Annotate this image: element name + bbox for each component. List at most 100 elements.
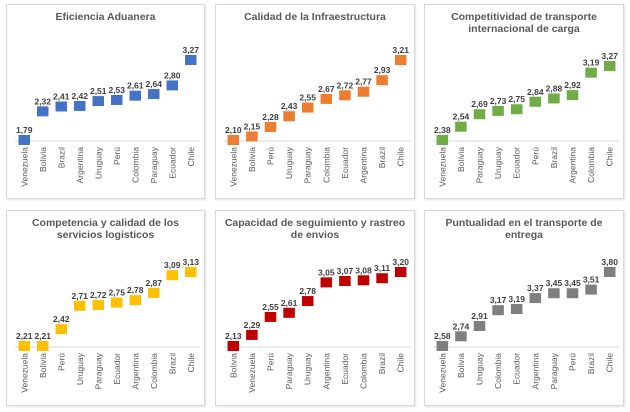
data-label: 3,17 xyxy=(490,295,507,305)
data-label: 3,80 xyxy=(601,257,618,267)
data-label: 2,43 xyxy=(281,101,298,111)
bar-ecuador xyxy=(339,275,351,286)
data-label: 3,05 xyxy=(318,267,335,277)
x-tick-label: Paraguay xyxy=(284,352,294,389)
chart-plot: 2,58 Venezuela 2,74 Bolivia 2,91 Uruguay 3,17 C… xyxy=(433,257,619,393)
chart-title: Capacidad de seguimiento y rastreo de env… xyxy=(216,217,414,241)
x-tick-label: Ecuador xyxy=(512,147,522,179)
data-label: 2,28 xyxy=(262,112,279,122)
data-label: 2,15 xyxy=(244,121,261,131)
x-tick-label: Bolivia xyxy=(456,353,466,378)
chart-title-line: Capacidad de seguimiento y rastreo xyxy=(224,217,406,229)
x-tick-label: Uruguay xyxy=(93,146,103,179)
data-label: 2,77 xyxy=(355,77,372,87)
x-tick-label: Colombia xyxy=(493,353,503,389)
bar-chile xyxy=(394,267,407,277)
x-tick-label: Uruguay xyxy=(493,146,503,179)
bar-bolivia xyxy=(246,131,258,142)
x-tick-label: Ecuador xyxy=(167,147,177,179)
data-label: 2,29 xyxy=(244,320,261,330)
chart-title-line: Eficiencia Aduanera xyxy=(55,11,156,23)
x-tick-label: Ecuador xyxy=(512,353,522,385)
data-label: 2,73 xyxy=(490,96,507,106)
data-label: 2,78 xyxy=(127,285,144,295)
data-label: 2,21 xyxy=(16,331,33,341)
chart-title: Competencia y calidad de los servicios lo… xyxy=(7,217,204,241)
x-tick-label: Chile xyxy=(186,147,196,167)
bar-brazil xyxy=(166,270,178,281)
x-tick-label: Ecuador xyxy=(340,353,350,385)
x-tick-label: Chile xyxy=(396,147,406,167)
chart-title: Puntualidad en el transporte de entrega xyxy=(425,217,623,241)
chart-title-line: servicios logisticos xyxy=(56,229,155,241)
bar-ecuador xyxy=(166,80,178,91)
bar-uruguay xyxy=(74,300,86,311)
x-tick-label: Perú xyxy=(530,147,540,165)
x-tick-label: Paraguay xyxy=(149,146,159,183)
data-label: 2,71 xyxy=(71,291,88,301)
x-tick-label: Ecuador xyxy=(112,353,122,385)
bar-brazil xyxy=(376,75,388,86)
data-label: 3,11 xyxy=(374,263,390,273)
bar-bolivia xyxy=(37,106,49,117)
bar-chile xyxy=(603,61,616,71)
x-tick-label: Chile xyxy=(605,147,615,167)
data-label: 2,51 xyxy=(90,86,107,96)
data-label: 2,75 xyxy=(508,94,525,104)
chart-title: Competitividad de transporte internaciona… xyxy=(425,11,623,35)
data-label: 3,45 xyxy=(564,278,581,288)
bar-chile xyxy=(603,267,616,277)
bar-argentina xyxy=(357,86,370,97)
bar-chile xyxy=(394,55,407,65)
data-label: 2,13 xyxy=(225,331,242,341)
chart-plot: 2,10 Venezuela 2,15 Bolivia 2,28 Perú 2,43 Urug… xyxy=(224,45,410,187)
chart-panel-competencia-y-calidad-de-los-servicios-logisticos: Competencia y calidad de los servicios lo… xyxy=(6,210,205,406)
bar-argentina xyxy=(566,90,579,101)
x-tick-label: Argentina xyxy=(530,353,540,390)
x-tick-label: Venezuela xyxy=(247,353,257,393)
bar-venezuela xyxy=(18,341,30,351)
bar-colombia xyxy=(585,67,597,78)
bar-peru xyxy=(529,96,542,107)
bar-paraguay xyxy=(283,307,295,318)
bar-venezuela xyxy=(18,135,30,145)
x-tick-label: Venezuela xyxy=(437,353,447,393)
bar-paraguay xyxy=(473,109,486,120)
x-tick-label: Colombia xyxy=(359,353,369,389)
data-label: 2,88 xyxy=(546,83,563,93)
bar-uruguay xyxy=(492,105,504,116)
data-label: 2,74 xyxy=(453,321,470,331)
x-tick-label: Bolivia xyxy=(38,147,48,172)
x-tick-label: Perú xyxy=(266,147,276,165)
data-label: 2,55 xyxy=(299,93,316,103)
chart-title: Eficiencia Aduanera xyxy=(7,11,204,23)
data-label: 3,21 xyxy=(392,45,409,55)
bar-venezuela xyxy=(246,329,258,340)
data-label: 2,38 xyxy=(434,125,451,135)
data-label: 2,61 xyxy=(127,81,144,91)
data-label: 2,72 xyxy=(337,80,354,90)
chart-title: Calidad de la Infraestructura xyxy=(216,11,414,23)
data-label: 3,51 xyxy=(583,275,600,285)
x-tick-label: Argentina xyxy=(321,353,331,390)
bar-ecuador xyxy=(339,90,351,101)
bar-bolivia xyxy=(227,341,240,351)
bar-brazil xyxy=(585,284,597,295)
x-tick-label: Colombia xyxy=(321,147,331,183)
x-tick-label: Perú xyxy=(266,353,276,371)
chart-title-line: internacional de carga xyxy=(468,23,580,35)
data-label: 2,42 xyxy=(71,91,88,101)
bar-bolivia xyxy=(37,341,49,351)
data-label: 2,72 xyxy=(90,290,107,300)
bar-venezuela xyxy=(436,341,449,351)
x-tick-label: Argentina xyxy=(359,147,369,184)
chart-plot: 2,13 Bolivia 2,29 Venezuela 2,55 Perú 2,61 Para… xyxy=(224,257,410,393)
data-label: 3,13 xyxy=(182,257,199,267)
bar-colombia xyxy=(129,90,141,101)
x-tick-label: Brazil xyxy=(167,353,177,374)
bar-bolivia xyxy=(455,331,467,342)
bar-ecuador xyxy=(510,304,523,314)
x-tick-label: Colombia xyxy=(149,353,159,389)
data-label: 3,19 xyxy=(583,58,600,68)
chart-panel-eficiencia-aduanera: Eficiencia Aduanera 1,79 Venezuela 2,32 Boli… xyxy=(6,4,205,199)
